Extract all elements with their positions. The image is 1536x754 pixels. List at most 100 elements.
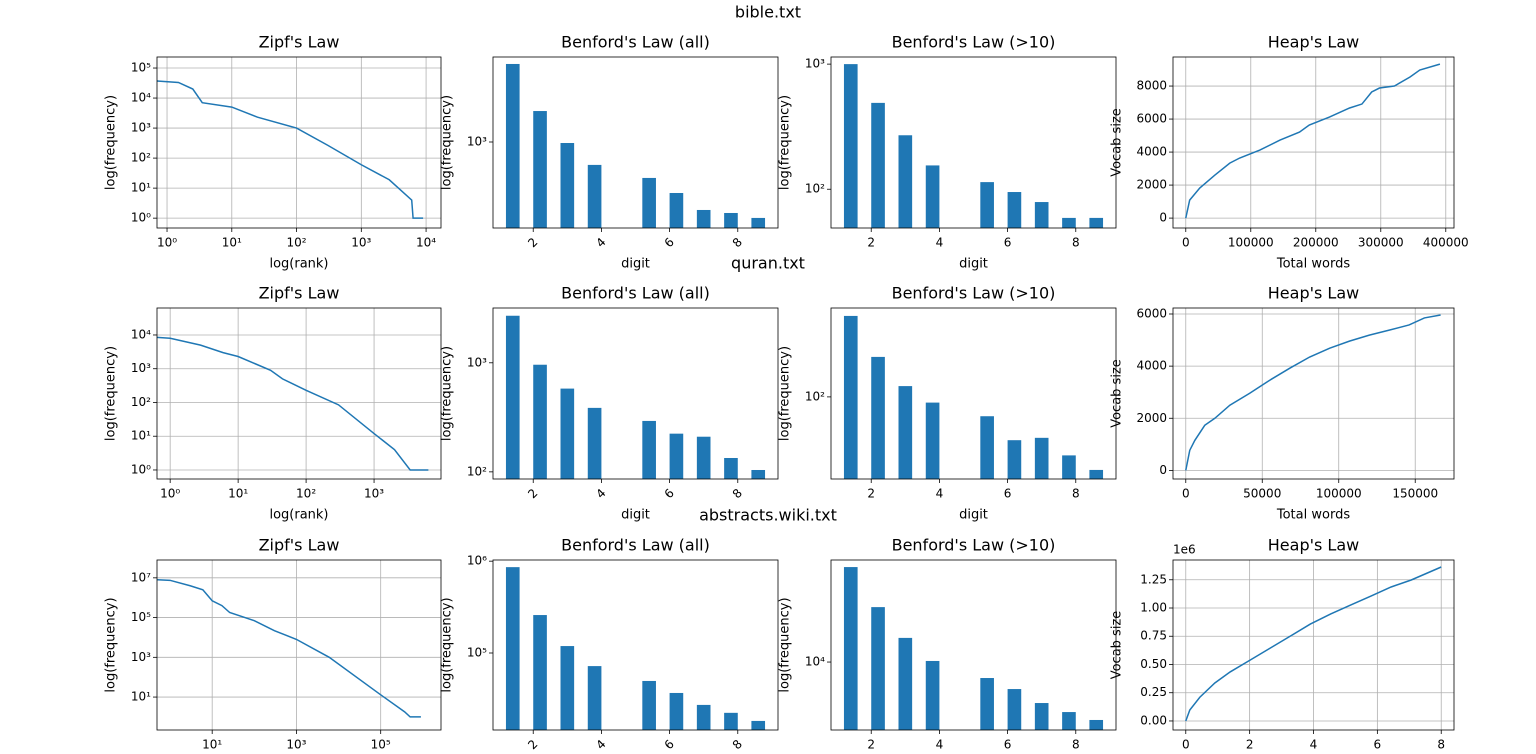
subplot-title: Benford's Law (all) [561, 33, 710, 52]
x-tick-label: 10³ [351, 236, 371, 250]
x-tick-label: 2 [867, 487, 875, 501]
y-tick-label: 0 [1159, 463, 1167, 477]
bar [505, 567, 520, 730]
y-tick-label: 10⁵ [131, 610, 151, 624]
bar [669, 692, 684, 730]
x-tick-label: 4 [936, 487, 944, 501]
x-tick-label: 10⁴ [416, 236, 436, 250]
bar [724, 212, 738, 228]
y-axis-label: log(frequency) [440, 597, 455, 692]
y-tick-label: 0.00 [1140, 713, 1167, 727]
y-tick-label: 10¹ [131, 181, 151, 195]
bar [843, 64, 858, 228]
axes-frame [1172, 56, 1455, 229]
bar [560, 388, 575, 479]
row-title: quran.txt [731, 254, 805, 273]
bar [1062, 712, 1076, 730]
y-tick-label: 10³ [131, 361, 151, 375]
y-tick-label: 10⁵ [467, 645, 487, 659]
bar [925, 402, 940, 479]
bar [1034, 202, 1049, 228]
subplot-title: Benford's Law (>10) [892, 33, 1056, 52]
y-axis-label: Vocab size [1110, 359, 1125, 428]
x-tick-label: 300000 [1358, 236, 1404, 250]
x-axis-label: log(rank) [269, 508, 328, 523]
axes-frame [1172, 559, 1455, 731]
y-tick-label: 10³ [805, 57, 825, 71]
bar [642, 177, 656, 228]
bar [980, 182, 994, 228]
y-axis-label: log(frequency) [104, 597, 119, 692]
bar [696, 436, 711, 479]
y-axis-label: log(frequency) [104, 95, 119, 190]
x-axis-label: log(rank) [269, 257, 328, 272]
x-tick-label: 150000 [1392, 487, 1438, 501]
x-tick-label: 0 [1182, 487, 1190, 501]
x-tick-label: 2 [525, 737, 540, 752]
x-tick-label: 8 [730, 486, 745, 501]
y-tick-label: 0 [1159, 211, 1167, 225]
line-series [156, 80, 424, 219]
y-tick-label: 10² [805, 389, 825, 403]
bar [925, 165, 940, 228]
x-tick-label: 4 [936, 236, 944, 250]
subplot-title: Benford's Law (all) [561, 284, 710, 303]
y-axis-label: log(frequency) [778, 597, 793, 692]
x-tick-label: 8 [730, 737, 745, 752]
y-axis-label: log(frequency) [104, 346, 119, 441]
x-tick-label: 400000 [1423, 236, 1469, 250]
subplot-title: Zipf's Law [259, 33, 340, 52]
bar [871, 607, 885, 730]
y-tick-label: 6000 [1136, 306, 1167, 320]
y-tick-label: 10⁴ [131, 91, 151, 105]
bar [505, 315, 520, 479]
bar [587, 666, 602, 730]
x-tick-label: 0 [1182, 738, 1190, 752]
line-series [1185, 566, 1442, 722]
y-axis-label: log(frequency) [440, 95, 455, 190]
subplot-title: Benford's Law (>10) [892, 284, 1056, 303]
bar [843, 315, 858, 479]
y-tick-label: 10³ [131, 650, 151, 664]
y-tick-label: 4000 [1136, 145, 1167, 159]
y-tick-label: 1.00 [1140, 601, 1167, 615]
x-tick-label: 10² [296, 487, 316, 501]
axes-frame [156, 307, 442, 480]
x-tick-label: 8 [730, 235, 745, 250]
y-tick-label: 10¹ [131, 690, 151, 704]
bar [898, 386, 913, 479]
bar [980, 678, 994, 730]
row-title: bible.txt [735, 3, 801, 22]
bar [669, 433, 684, 479]
x-tick-label: 8 [1072, 738, 1080, 752]
bar [1062, 217, 1076, 228]
bar [533, 111, 547, 228]
bar [696, 704, 711, 730]
bar [724, 712, 738, 730]
bar [1089, 719, 1104, 730]
bar [751, 217, 766, 228]
y-tick-label: 10² [131, 151, 151, 165]
axes-frame [830, 559, 1117, 731]
x-tick-label: 10⁰ [160, 487, 180, 501]
bar [669, 192, 684, 228]
x-tick-label: 6 [662, 737, 677, 752]
x-tick-label: 2 [1246, 738, 1254, 752]
x-tick-label: 10¹ [228, 487, 248, 501]
subplot-title: Benford's Law (>10) [892, 536, 1056, 555]
y-tick-label: 10² [131, 395, 151, 409]
subplot-title: Heap's Law [1268, 33, 1359, 52]
bar [898, 637, 913, 730]
bar [533, 364, 547, 479]
x-tick-label: 10⁰ [157, 236, 177, 250]
y-tick-label: 0.25 [1140, 685, 1167, 699]
x-tick-label: 4 [593, 486, 608, 501]
bar [642, 420, 656, 479]
y-tick-label: 10⁵ [131, 61, 151, 75]
bar [1062, 455, 1076, 479]
x-tick-label: 2 [867, 738, 875, 752]
bar [843, 567, 858, 730]
y-tick-label: 10⁴ [131, 327, 151, 341]
x-tick-label: 10⁵ [371, 738, 391, 752]
